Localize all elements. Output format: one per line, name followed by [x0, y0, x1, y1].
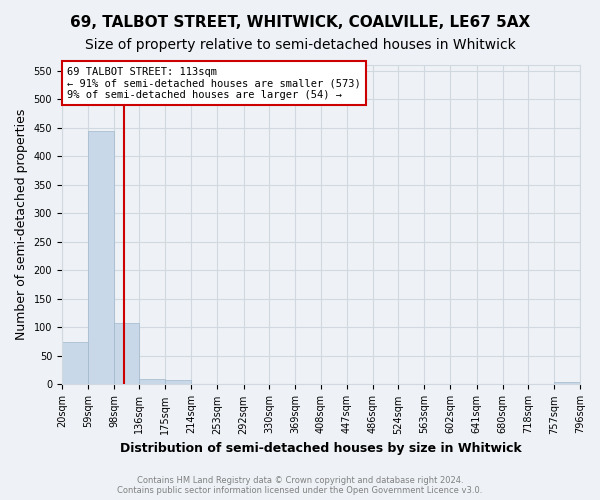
Text: Contains HM Land Registry data © Crown copyright and database right 2024.
Contai: Contains HM Land Registry data © Crown c… [118, 476, 482, 495]
Bar [88, 130, 114, 384]
X-axis label: Distribution of semi-detached houses by size in Whitwick: Distribution of semi-detached houses by … [120, 442, 522, 455]
Text: 69, TALBOT STREET, WHITWICK, COALVILLE, LE67 5AX: 69, TALBOT STREET, WHITWICK, COALVILLE, … [70, 15, 530, 30]
Bar [139, 378, 166, 384]
Bar [166, 380, 191, 384]
Y-axis label: Number of semi-detached properties: Number of semi-detached properties [15, 109, 28, 340]
Text: 69 TALBOT STREET: 113sqm
← 91% of semi-detached houses are smaller (573)
9% of s: 69 TALBOT STREET: 113sqm ← 91% of semi-d… [67, 66, 361, 100]
Text: Size of property relative to semi-detached houses in Whitwick: Size of property relative to semi-detach… [85, 38, 515, 52]
Bar [62, 342, 88, 384]
Bar [114, 323, 139, 384]
Bar [554, 382, 580, 384]
